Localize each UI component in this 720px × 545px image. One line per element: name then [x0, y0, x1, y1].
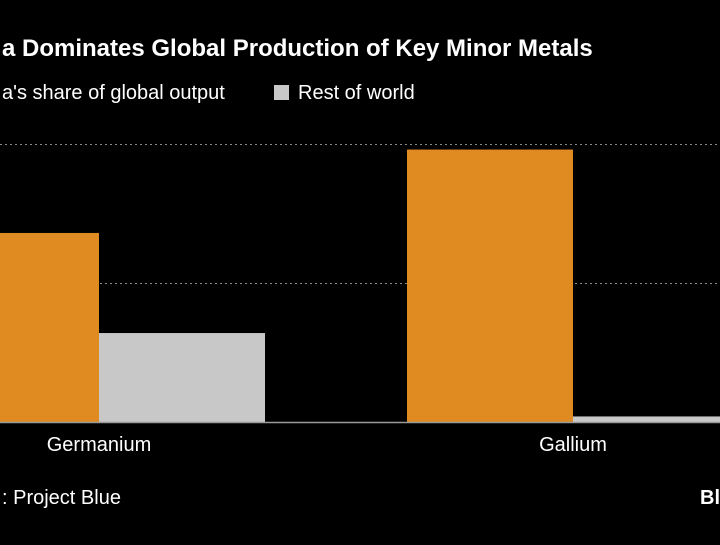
x-tick-label-germanium: Germanium: [47, 434, 151, 456]
legend: a's share of global output Rest of world: [2, 82, 415, 104]
x-tick-label-gallium: Gallium: [539, 434, 607, 456]
bar-gallium-china-share: [407, 149, 573, 422]
chart-title: a Dominates Global Production of Key Min…: [2, 35, 593, 62]
source-note: : Project Blue: [2, 487, 121, 509]
legend-swatch-rest-of-world: [274, 85, 289, 100]
bar-germanium-rest-of-world: [99, 333, 265, 422]
bar-gallium-rest-of-world: [573, 416, 720, 422]
legend-label-rest-of-world: Rest of world: [298, 82, 415, 104]
bloomberg-logo: Bl: [700, 487, 720, 509]
legend-label-china-share: a's share of global output: [2, 82, 225, 104]
bar-germanium-china-share: [0, 232, 99, 422]
gridlines: [0, 144, 720, 284]
bars: [0, 149, 720, 422]
x-axis-labels: Germanium Gallium: [47, 434, 607, 456]
